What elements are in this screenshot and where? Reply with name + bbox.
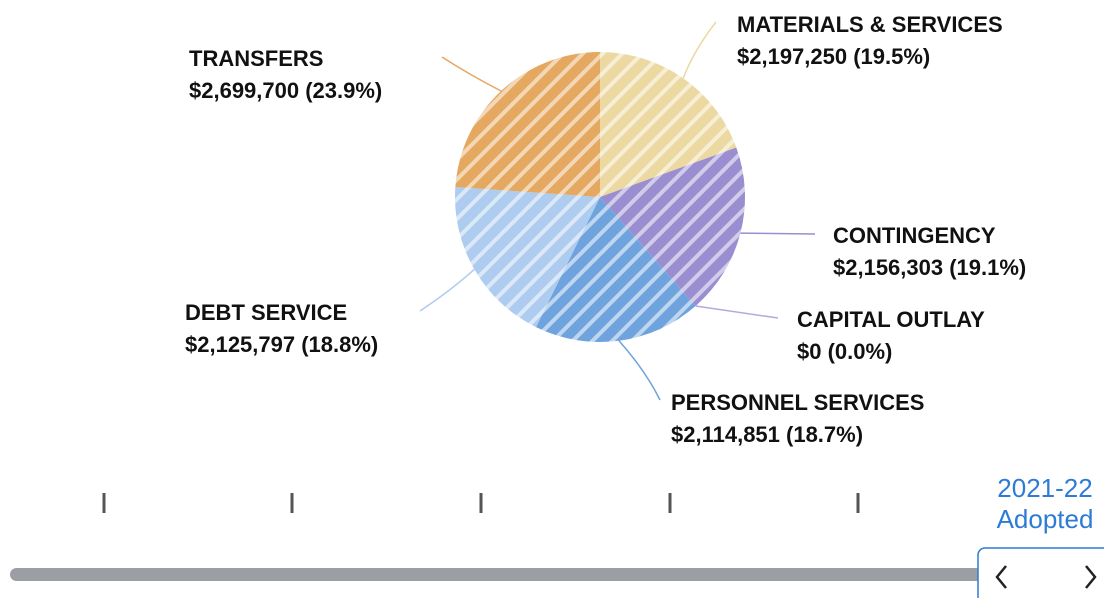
slice-value-label: $2,125,797 (18.8%) bbox=[185, 332, 378, 357]
leader-line bbox=[618, 340, 661, 401]
slice-label: DEBT SERVICE bbox=[185, 300, 347, 325]
pie-slice bbox=[454, 187, 600, 328]
leader-line bbox=[695, 305, 779, 319]
timeline: 2021-22 Adopted bbox=[10, 473, 1104, 603]
slice-value-label: $2,114,851 (18.7%) bbox=[671, 422, 863, 447]
slice-label: CONTINGENCY bbox=[833, 223, 996, 248]
leader-line bbox=[441, 56, 502, 92]
timeline-track bbox=[10, 568, 985, 581]
timeline-label: Adopted bbox=[997, 504, 1094, 534]
slice-label: MATERIALS & SERVICES bbox=[737, 12, 1003, 37]
nav-box bbox=[977, 547, 1104, 603]
slice-label: CAPITAL OUTLAY bbox=[797, 307, 985, 332]
leader-line bbox=[740, 232, 816, 235]
prev-button[interactable] bbox=[995, 565, 1007, 589]
timeline-label: 2021-22 bbox=[997, 473, 1092, 503]
slice-value-label: $2,197,250 (19.5%) bbox=[737, 44, 930, 69]
pie-slice bbox=[600, 52, 737, 197]
slice-label: TRANSFERS bbox=[189, 46, 323, 71]
leader-line bbox=[419, 268, 475, 312]
next-button[interactable] bbox=[1085, 565, 1097, 589]
slice-value-label: $2,699,700 (23.9%) bbox=[189, 78, 382, 103]
slice-label: PERSONNEL SERVICES bbox=[671, 390, 924, 415]
slice-value-label: $2,156,303 (19.1%) bbox=[833, 255, 1026, 280]
pie-slice bbox=[536, 197, 696, 343]
pie-slice bbox=[455, 52, 600, 197]
slice-value-label: $0 (0.0%) bbox=[797, 339, 892, 364]
pie-slice bbox=[600, 147, 745, 307]
leader-line bbox=[682, 21, 717, 79]
